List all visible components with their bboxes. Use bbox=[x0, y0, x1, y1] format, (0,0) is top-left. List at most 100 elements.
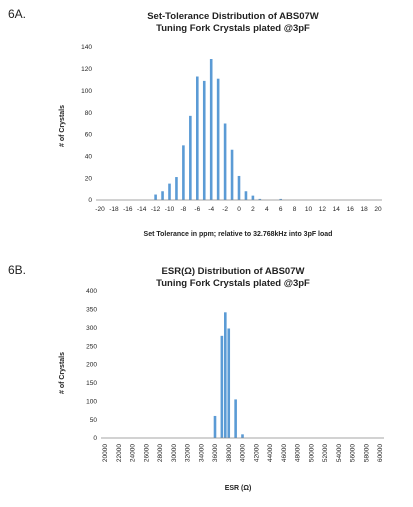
x-tick-label: -20 bbox=[95, 206, 105, 213]
bar bbox=[244, 191, 248, 200]
x-tick-label: 56000 bbox=[350, 444, 357, 462]
y-tick-label: 40 bbox=[85, 153, 93, 160]
y-tick-label: 100 bbox=[81, 88, 92, 95]
chart-6b-x-ticks: 20000 22000 24000 26000 28000 30000 32000 34000… bbox=[102, 444, 384, 462]
x-tick-label: 28000 bbox=[157, 444, 164, 462]
chart-6b-y-axis-label: # of Crystals bbox=[59, 352, 66, 394]
x-tick-label: 54000 bbox=[336, 444, 343, 462]
y-tick-label: 140 bbox=[81, 44, 92, 51]
x-tick-label: 44000 bbox=[267, 444, 274, 462]
y-tick-label: 150 bbox=[86, 380, 97, 387]
x-tick-label: 36000 bbox=[212, 444, 219, 462]
bar bbox=[223, 123, 227, 200]
y-tick-label: 100 bbox=[86, 398, 97, 405]
bar bbox=[279, 198, 282, 200]
bar bbox=[234, 399, 237, 438]
chart-6a-title-line-2: Tuning Fork Crystals plated @3pF bbox=[156, 23, 310, 34]
bar bbox=[251, 195, 255, 200]
bar bbox=[182, 145, 185, 200]
x-tick-label: 6 bbox=[279, 206, 283, 213]
chart-6a: 6A. Set-Tolerance Distribution of ABS07W… bbox=[8, 7, 382, 238]
x-tick-label: 38000 bbox=[226, 444, 233, 462]
x-tick-label: 30000 bbox=[171, 444, 178, 462]
chart-6a-x-axis-label: Set Tolerance in ppm; relative to 32.768… bbox=[144, 231, 333, 238]
y-tick-label: 60 bbox=[85, 132, 93, 139]
y-tick-label: 80 bbox=[85, 110, 93, 117]
x-tick-label: 12 bbox=[319, 206, 327, 213]
x-tick-label: -18 bbox=[109, 206, 119, 213]
bar bbox=[202, 80, 206, 200]
x-tick-label: 58000 bbox=[363, 444, 370, 462]
x-tick-label: 32000 bbox=[185, 444, 192, 462]
chart-6b-x-axis-label: ESR (Ω) bbox=[225, 485, 252, 492]
x-tick-label: -14 bbox=[137, 206, 147, 213]
bar bbox=[209, 59, 213, 201]
y-tick-label: 250 bbox=[86, 343, 97, 350]
y-tick-label: 50 bbox=[90, 417, 98, 424]
bar bbox=[196, 76, 199, 200]
x-tick-label: 8 bbox=[293, 206, 297, 213]
x-tick-label: 22000 bbox=[116, 444, 123, 462]
x-tick-label: 4 bbox=[265, 206, 269, 213]
y-tick-label: 20 bbox=[85, 175, 93, 182]
y-tick-label: 0 bbox=[88, 197, 92, 204]
chart-6b-y-ticks: 0 50 100 150 200 250 300 350 400 bbox=[86, 288, 97, 442]
x-tick-label: 52000 bbox=[322, 444, 329, 462]
bar bbox=[161, 191, 164, 200]
x-tick-label: 16 bbox=[347, 206, 355, 213]
bar bbox=[220, 335, 224, 438]
x-tick-label: 20 bbox=[374, 206, 382, 213]
y-tick-label: 120 bbox=[81, 66, 92, 73]
x-tick-label: 10 bbox=[305, 206, 313, 213]
x-tick-label: -8 bbox=[181, 206, 187, 213]
x-tick-label: 46000 bbox=[281, 444, 288, 462]
bar bbox=[224, 312, 227, 438]
x-tick-label: 14 bbox=[333, 206, 341, 213]
x-tick-label: 24000 bbox=[130, 444, 137, 462]
x-tick-label: -10 bbox=[165, 206, 175, 213]
chart-6a-bars bbox=[154, 59, 282, 201]
x-tick-label: 0 bbox=[237, 206, 241, 213]
x-tick-label: 40000 bbox=[240, 444, 247, 462]
x-tick-label: -4 bbox=[208, 206, 214, 213]
bar bbox=[237, 175, 241, 200]
chart-6a-x-ticks: -20 -18 -16 -14 -12 -10 -8 -6 -4 -2 0 2 4 6 8 10 12 14 16 1… bbox=[95, 206, 382, 213]
y-tick-label: 300 bbox=[86, 325, 97, 332]
x-tick-label: 34000 bbox=[198, 444, 205, 462]
chart-6b-bars bbox=[213, 312, 244, 438]
x-tick-label: 26000 bbox=[143, 444, 150, 462]
x-tick-label: 18 bbox=[360, 206, 368, 213]
chart-6a-y-ticks: 0 20 40 60 80 100 120 140 bbox=[81, 44, 92, 204]
x-tick-label: -12 bbox=[151, 206, 161, 213]
x-tick-label: -6 bbox=[194, 206, 200, 213]
chart-6b-title-line-1: ESR(Ω) Distribution of ABS07W bbox=[162, 266, 305, 277]
bar bbox=[230, 149, 234, 200]
bar bbox=[227, 328, 231, 438]
figure-label-6b: 6B. bbox=[8, 263, 26, 277]
bar bbox=[216, 78, 220, 200]
x-tick-label: 42000 bbox=[253, 444, 260, 462]
bar bbox=[189, 115, 192, 200]
y-tick-label: 350 bbox=[86, 307, 97, 314]
chart-6b: 6B. ESR(Ω) Distribution of ABS07W Tuning… bbox=[8, 263, 384, 492]
chart-6a-y-axis-label: # of Crystals bbox=[59, 105, 66, 147]
x-tick-label: -16 bbox=[123, 206, 133, 213]
bar bbox=[154, 194, 157, 200]
bar bbox=[213, 415, 217, 438]
x-tick-label: -2 bbox=[222, 206, 228, 213]
chart-6b-title-line-2: Tuning Fork Crystals plated @3pF bbox=[156, 278, 310, 289]
x-tick-label: 2 bbox=[251, 206, 255, 213]
chart-6a-title-line-1: Set-Tolerance Distribution of ABS07W bbox=[147, 11, 319, 22]
y-tick-label: 200 bbox=[86, 362, 97, 369]
bar bbox=[258, 198, 262, 200]
x-tick-label: 60000 bbox=[377, 444, 384, 462]
y-tick-label: 0 bbox=[93, 435, 97, 442]
bar bbox=[175, 177, 178, 200]
y-tick-label: 400 bbox=[86, 288, 97, 295]
bar bbox=[241, 434, 244, 438]
bar bbox=[168, 183, 171, 200]
x-tick-label: 50000 bbox=[308, 444, 315, 462]
figure-label-6a: 6A. bbox=[8, 7, 26, 21]
x-tick-label: 48000 bbox=[295, 444, 302, 462]
